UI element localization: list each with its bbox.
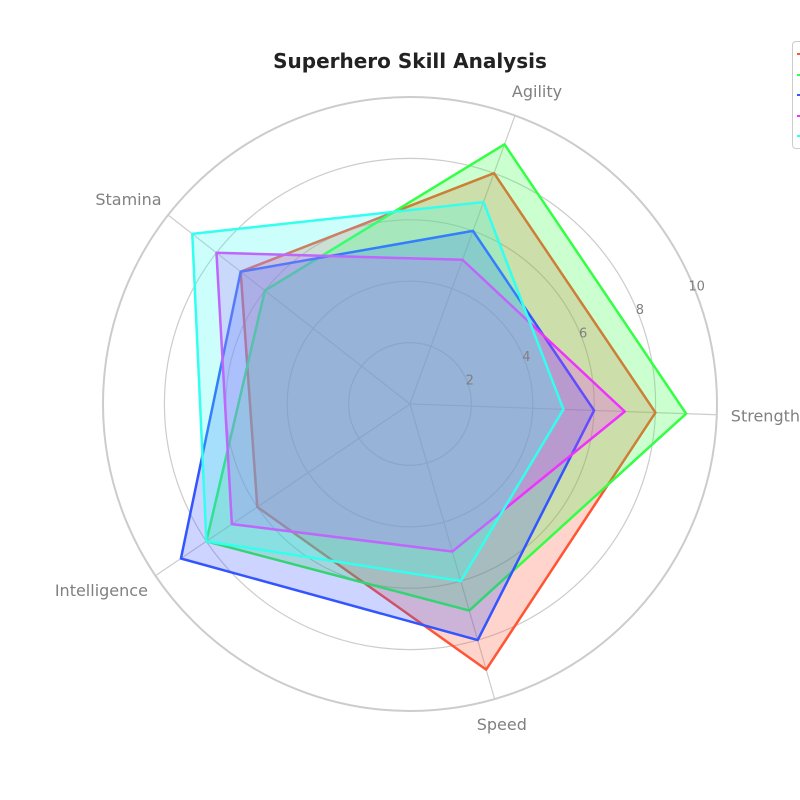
radial-tick-label: 2 <box>466 374 474 389</box>
axis-spoke <box>155 403 411 577</box>
grid-ring <box>286 280 534 528</box>
legend-line-marker <box>797 114 800 117</box>
grid-ring <box>348 342 473 467</box>
grid-ring <box>102 96 718 712</box>
series-polygon-2 <box>205 143 688 612</box>
legend-line-marker <box>797 53 800 55</box>
chart-title: Superhero Skill Analysis <box>273 49 547 73</box>
series-polygon-3 <box>179 229 596 642</box>
axis-spoke <box>167 214 411 405</box>
axis-label-stamina: Stamina <box>95 190 161 209</box>
legend-line-marker <box>797 73 800 76</box>
series-polygon-1 <box>239 171 657 671</box>
axis-label-intelligence: Intelligence <box>55 581 148 600</box>
legend-item-3 <box>797 94 800 98</box>
radial-tick-label: 10 <box>688 280 705 295</box>
legend-item-1 <box>797 53 800 57</box>
legend <box>792 41 800 149</box>
legend-item-5 <box>797 135 800 139</box>
radar-series <box>179 143 688 671</box>
axis-label-agility: Agility <box>512 82 562 101</box>
radial-tick-label: 4 <box>522 350 530 365</box>
axis-label-speed: Speed <box>477 715 527 734</box>
radial-tick-label: 8 <box>636 303 644 318</box>
legend-item-4 <box>797 114 800 119</box>
radial-tick-labels: 2 4 6 8 10 <box>466 280 705 389</box>
grid-ring <box>163 157 657 651</box>
series-polygon-5 <box>191 200 565 583</box>
radial-tick-label: 6 <box>579 327 587 342</box>
legend-item-2 <box>797 73 800 78</box>
legend-line-marker <box>797 135 800 137</box>
axis-label-strength: Strength <box>731 407 800 426</box>
axis-labels: Strength Speed Intelligence Stamina Agility <box>55 82 800 734</box>
legend-line-marker <box>797 94 800 96</box>
